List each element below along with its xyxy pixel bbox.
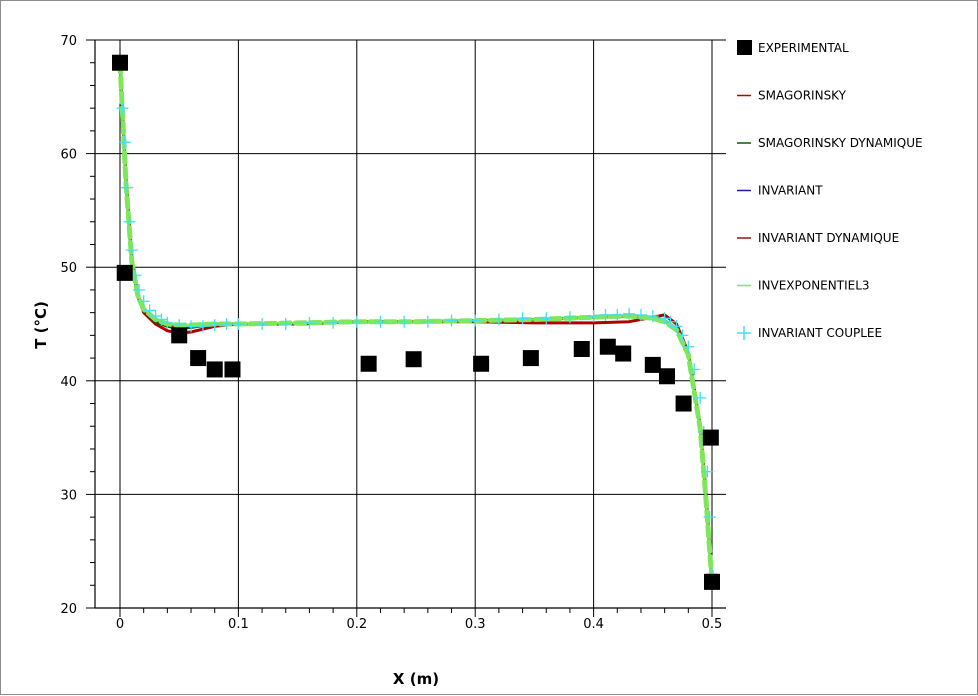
data-point-invariant-couplee [350, 315, 363, 328]
legend-item-experimental: EXPERIMENTAL [737, 40, 849, 55]
x-tick-label: 0.2 [346, 617, 367, 632]
data-point-experimental [615, 345, 632, 362]
data-point-experimental [405, 351, 422, 368]
data-point-invariant-couplee [279, 318, 292, 330]
y-tick-label: 50 [60, 261, 77, 276]
x-tick-label: 0.1 [228, 617, 249, 632]
x-tick-label: 0.3 [465, 617, 486, 632]
data-point-invariant-couplee [646, 310, 659, 323]
data-point-experimental [644, 356, 661, 373]
data-point-experimental [573, 340, 590, 357]
data-point-experimental [171, 327, 188, 344]
y-tick-label: 70 [60, 34, 77, 49]
data-point-invariant-couplee [118, 136, 131, 149]
data-point-experimental [224, 361, 241, 378]
x-tick-label: 0 [116, 617, 124, 632]
data-point-experimental [675, 395, 692, 412]
data-point-invariant-couplee [587, 310, 600, 323]
legend-label: SMAGORINSKY DYNAMIQUE [758, 136, 923, 150]
data-point-invariant-couplee [421, 315, 434, 328]
y-tick-label: 20 [60, 602, 77, 617]
data-point-invariant-couplee [492, 313, 505, 326]
tick-labels: 0 0.1 0.2 0.3 0.4 0.5 20 30 40 50 60 70 [60, 34, 722, 632]
data-point-invariant-couplee [703, 511, 716, 524]
data-point-invariant-couplee [445, 314, 458, 327]
data-point-invariant-couplee [599, 308, 612, 321]
data-point-invariant-couplee [540, 312, 553, 325]
data-point-invariant-couplee [143, 304, 156, 317]
data-point-invariant-couplee [563, 311, 576, 324]
data-point-invariant-couplee [469, 314, 482, 327]
data-point-invariant-couplee [516, 312, 529, 325]
data-point-experimental [599, 338, 616, 355]
data-point-invariant-couplee [121, 181, 134, 194]
data-point-invariant-couplee [327, 316, 340, 329]
data-point-invariant-couplee [116, 102, 129, 115]
data-point-experimental [473, 355, 490, 372]
data-point-invariant-couplee [208, 319, 221, 332]
legend-label: INVARIANT COUPLEE [758, 326, 882, 340]
data-point-invariant-couplee [132, 283, 145, 296]
data-point-invariant-couplee [196, 320, 209, 333]
legend-item-invexponentiel3: INVEXPONENTIEL3 [737, 279, 870, 293]
x-axis-title: X (m) [393, 670, 439, 688]
data-point-invariant-couplee [123, 215, 136, 228]
data-point-invariant-couplee [688, 363, 701, 376]
data-point-invariant-couplee [220, 318, 233, 330]
legend-swatch [737, 40, 752, 55]
legend-item-smagorinsky: SMAGORINSKY [737, 89, 847, 103]
data-series [112, 54, 720, 590]
y-tick-label: 40 [60, 375, 77, 390]
data-point-invariant-couplee [303, 316, 316, 329]
x-tick-label: 0.5 [702, 617, 723, 632]
data-point-invariant-couplee [161, 316, 174, 329]
legend-label: SMAGORINSKY [758, 89, 847, 103]
legend-item-smagorinsky-dynamique: SMAGORINSKY DYNAMIQUE [737, 136, 923, 150]
data-point-experimental [659, 368, 676, 385]
data-point-invariant-couplee [694, 391, 707, 404]
legend-item-invariant: INVARIANT [737, 184, 823, 198]
data-point-experimental [702, 429, 719, 446]
data-point-invariant-couplee [634, 308, 647, 321]
data-point-experimental [190, 350, 207, 367]
data-point-experimental [704, 573, 720, 590]
data-point-invariant-couplee [611, 308, 624, 321]
data-point-invariant-couplee [623, 307, 636, 320]
legend: EXPERIMENTAL SMAGORINSKY SMAGORINSKY DYNAM… [737, 40, 923, 340]
legend-item-invariant-dynamique: INVARIANT DYNAMIQUE [737, 231, 899, 245]
data-point-invariant-couplee [185, 320, 198, 333]
legend-label: EXPERIMENTAL [758, 41, 849, 55]
data-point-invariant-couplee [137, 295, 150, 308]
data-point-experimental [206, 361, 223, 378]
y-tick-label: 60 [60, 148, 77, 163]
tick-marks [86, 39, 713, 617]
data-point-invariant-couplee [676, 329, 689, 342]
y-axis-title: T (°C) [32, 301, 50, 349]
data-point-invariant-couplee [232, 318, 245, 330]
data-point-experimental [116, 264, 133, 281]
data-point-invariant-couplee [701, 465, 714, 478]
data-point-invariant-couplee [682, 340, 695, 353]
legend-label: INVARIANT DYNAMIQUE [758, 231, 899, 245]
data-point-experimental [522, 350, 539, 367]
data-point-invariant-couplee [670, 320, 683, 333]
data-point-invariant-couplee [256, 318, 269, 330]
data-point-experimental [360, 355, 377, 372]
data-point-invariant-couplee [398, 315, 411, 328]
x-tick-label: 0.4 [583, 617, 604, 632]
legend-label: INVARIANT [758, 184, 823, 198]
y-tick-label: 30 [60, 488, 77, 503]
data-point-invariant-couplee [125, 244, 138, 257]
axes [94, 40, 726, 609]
legend-item-invariant-couplee: INVARIANT COUPLEE [737, 326, 882, 340]
data-point-experimental [112, 54, 128, 71]
data-point-invariant-couplee [374, 315, 387, 328]
legend-label: INVEXPONENTIEL3 [758, 279, 870, 293]
